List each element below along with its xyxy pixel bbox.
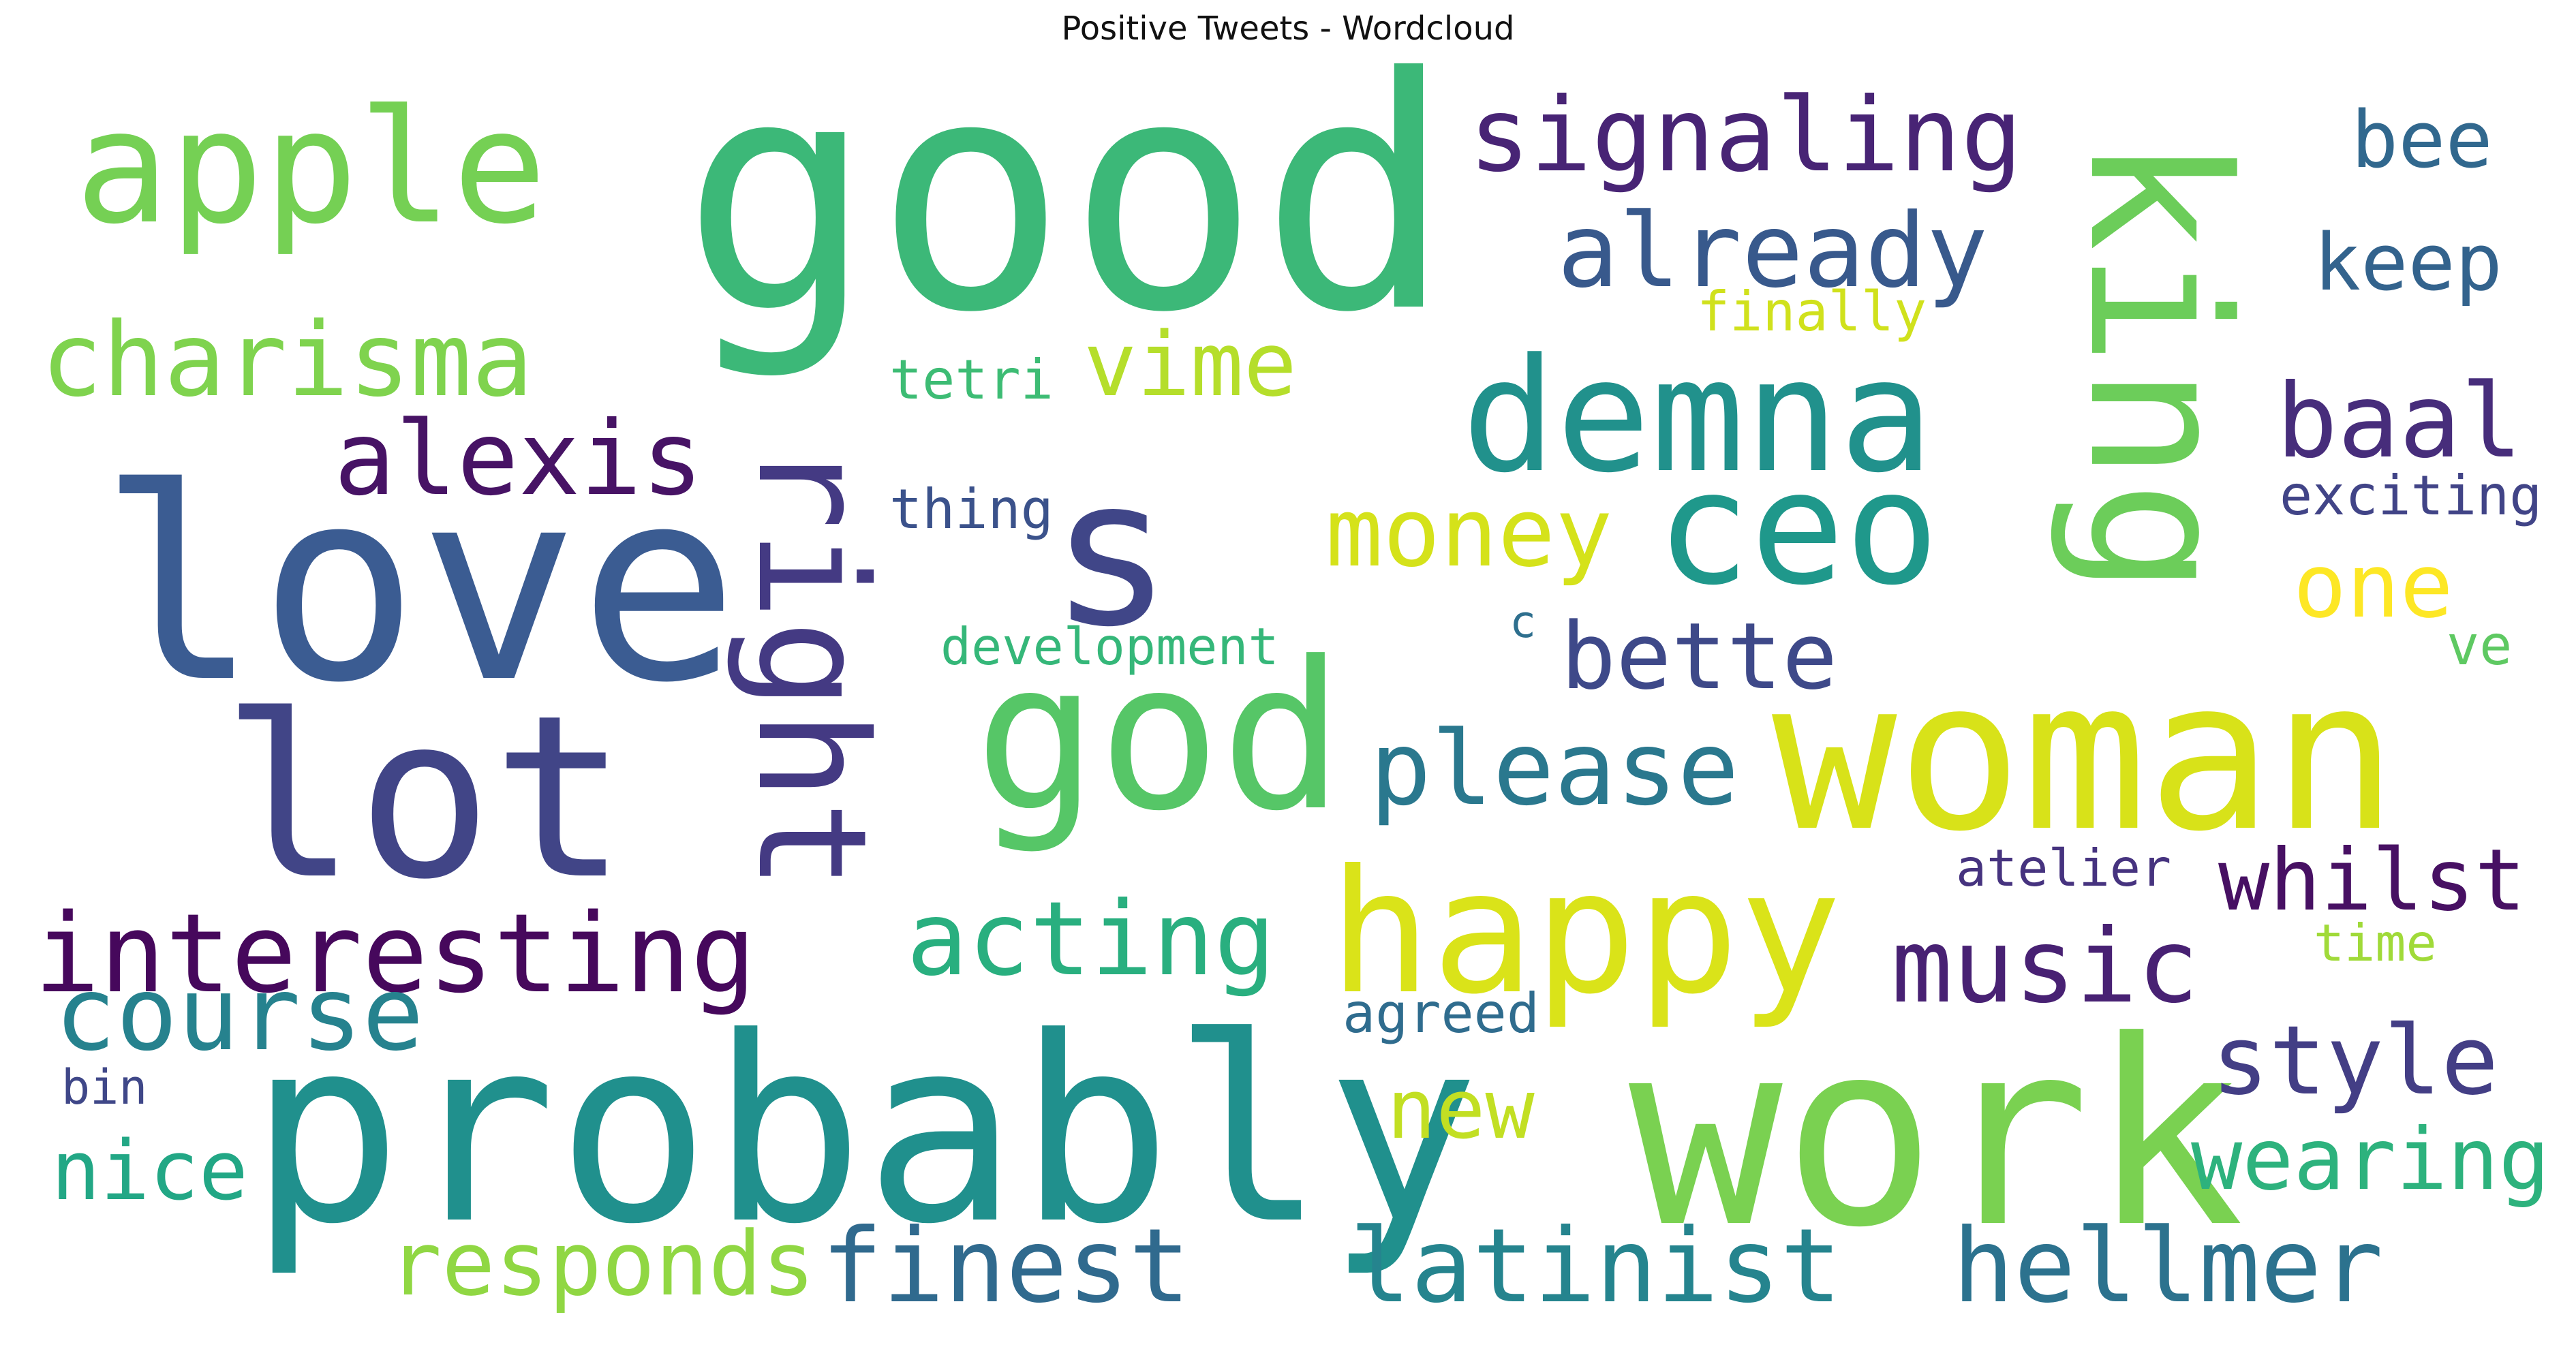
word-king: king <box>2046 136 2269 595</box>
word-god: god <box>975 618 1344 856</box>
word-whilst: whilst <box>2218 831 2526 930</box>
word-responds: responds <box>388 1212 815 1316</box>
word-ve: ve <box>2447 614 2512 677</box>
word-happy: happy <box>1329 833 1842 1031</box>
word-hellmer: hellmer <box>1952 1207 2383 1326</box>
word-already: already <box>1557 192 1988 311</box>
word-s: s <box>1049 434 1173 672</box>
word-finally: finally <box>1697 280 1927 343</box>
word-keep: keep <box>2314 217 2502 309</box>
word-development: development <box>940 617 1279 677</box>
word-music: music <box>1891 907 2199 1026</box>
word-please: please <box>1370 710 1739 828</box>
word-charisma: charisma <box>41 301 533 420</box>
word-bee: bee <box>2351 95 2493 186</box>
figure-title: Positive Tweets - Wordcloud <box>1061 10 1515 48</box>
word-acting: acting <box>906 880 1276 999</box>
word-baal: baal <box>2276 362 2522 481</box>
word-signaling: signaling <box>1469 76 2023 195</box>
word-love: love <box>99 431 739 741</box>
word-work: work <box>1629 987 2244 1284</box>
word-course: course <box>55 955 424 1074</box>
word-new: new <box>1387 1063 1535 1158</box>
word-woman: woman <box>1772 635 2397 877</box>
word-demna: demna <box>1462 326 1933 508</box>
word-style: style <box>2211 1006 2498 1117</box>
word-latinist: latinist <box>1349 1207 1841 1326</box>
word-agreed: agreed <box>1343 982 1539 1045</box>
word-vime: vime <box>1084 313 1297 416</box>
word-interesting: interesting <box>34 890 756 1017</box>
word-alexis: alexis <box>334 400 703 518</box>
word-finest: finest <box>821 1207 1191 1326</box>
word-atelier: atelier <box>1956 838 2171 898</box>
word-time: time <box>2314 913 2437 973</box>
word-one: one <box>2293 534 2453 638</box>
word-bette: bette <box>1561 603 1837 710</box>
word-c: c <box>1509 597 1536 648</box>
word-ceo: ceo <box>1656 438 1939 620</box>
word-apple: apple <box>75 77 547 259</box>
word-bin: bin <box>61 1059 147 1115</box>
word-right: right <box>724 439 899 890</box>
word-tetri: tetri <box>889 348 1054 411</box>
word-money: money <box>1325 478 1612 589</box>
word-nice: nice <box>51 1124 248 1219</box>
word-probably: probably <box>249 983 1479 1280</box>
word-wearing: wearing <box>2191 1111 2550 1209</box>
word-lot: lot <box>221 667 628 929</box>
word-good: good <box>681 10 1453 382</box>
word-exciting: exciting <box>2280 464 2542 527</box>
word-thing: thing <box>889 478 1054 541</box>
